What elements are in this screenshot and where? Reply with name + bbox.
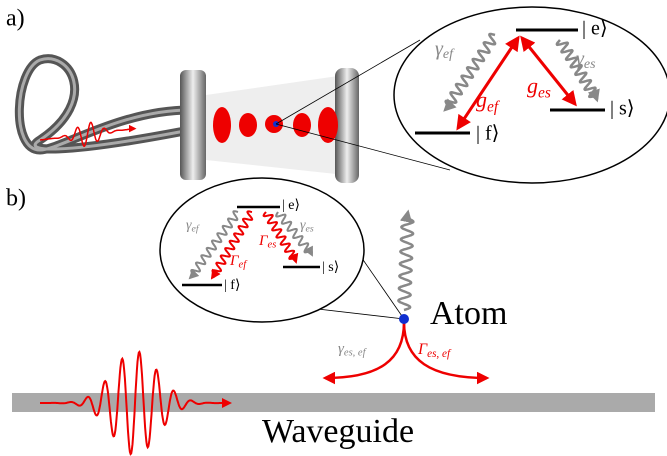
subscript: es — [268, 240, 277, 251]
mode-lobe — [239, 113, 257, 137]
level-label: | e⟩ — [582, 18, 608, 40]
mirror — [335, 68, 359, 183]
emission-arrow — [398, 212, 413, 310]
subscript: es — [306, 224, 314, 235]
level-label: | f⟩ — [476, 123, 499, 145]
level-label: | e⟩ — [282, 198, 300, 213]
rate-label: Γes, ef — [417, 341, 452, 360]
atom — [399, 314, 409, 324]
pulse — [40, 352, 230, 454]
mode-lobe — [213, 107, 231, 143]
symbol: g — [476, 87, 487, 112]
subscript: es — [538, 84, 551, 101]
level-label: | s⟩ — [610, 98, 635, 120]
zoom-ellipse — [160, 178, 364, 322]
level-label: | s⟩ — [322, 260, 339, 275]
symbol: g — [527, 73, 538, 98]
panel-label: b) — [6, 186, 26, 212]
panel-label: a) — [6, 6, 25, 32]
subscript: es, ef — [344, 348, 368, 359]
level-label: | f⟩ — [224, 278, 240, 293]
subscript: es — [584, 57, 596, 72]
subscript: es, ef — [427, 347, 452, 359]
atom-label: Atom — [430, 295, 507, 332]
figure: a) | e⟩ | f⟩ | s⟩ γef γes gef ges b) | e… — [0, 0, 667, 456]
waveguide-label: Waveguide — [262, 413, 414, 450]
mirror — [180, 70, 206, 180]
fiber-highlight — [19, 59, 190, 150]
rate-label: γes, ef — [338, 341, 368, 359]
mode-lobe — [293, 113, 311, 137]
